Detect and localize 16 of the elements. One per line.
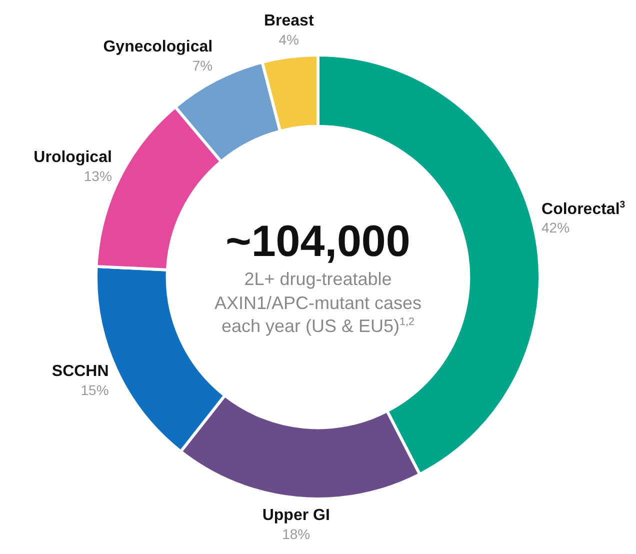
text: 2L+ drug-treatable (243, 268, 393, 292)
data-label: 42% (542, 220, 571, 238)
data-label: 4% (278, 31, 300, 49)
data-label: 15% (80, 382, 109, 400)
data-label: 7% (191, 57, 213, 75)
text: each year (US & EU5)$^{1,2}$ (220, 315, 416, 338)
slice-label: SCCHN (52, 362, 109, 382)
data-label: 18% (281, 526, 312, 544)
slice-label: Upper GI (262, 506, 330, 526)
slice-label: Gynecological (103, 37, 213, 58)
slice-label: Breast (264, 12, 314, 32)
text: ~104,000 (224, 216, 412, 268)
text: AXIN1/APC-mutant cases (213, 292, 423, 315)
slice-label: Urological (34, 148, 112, 168)
slice-label: Colorectal$^{3}$ (542, 199, 626, 220)
data-label: 13% (82, 168, 112, 186)
